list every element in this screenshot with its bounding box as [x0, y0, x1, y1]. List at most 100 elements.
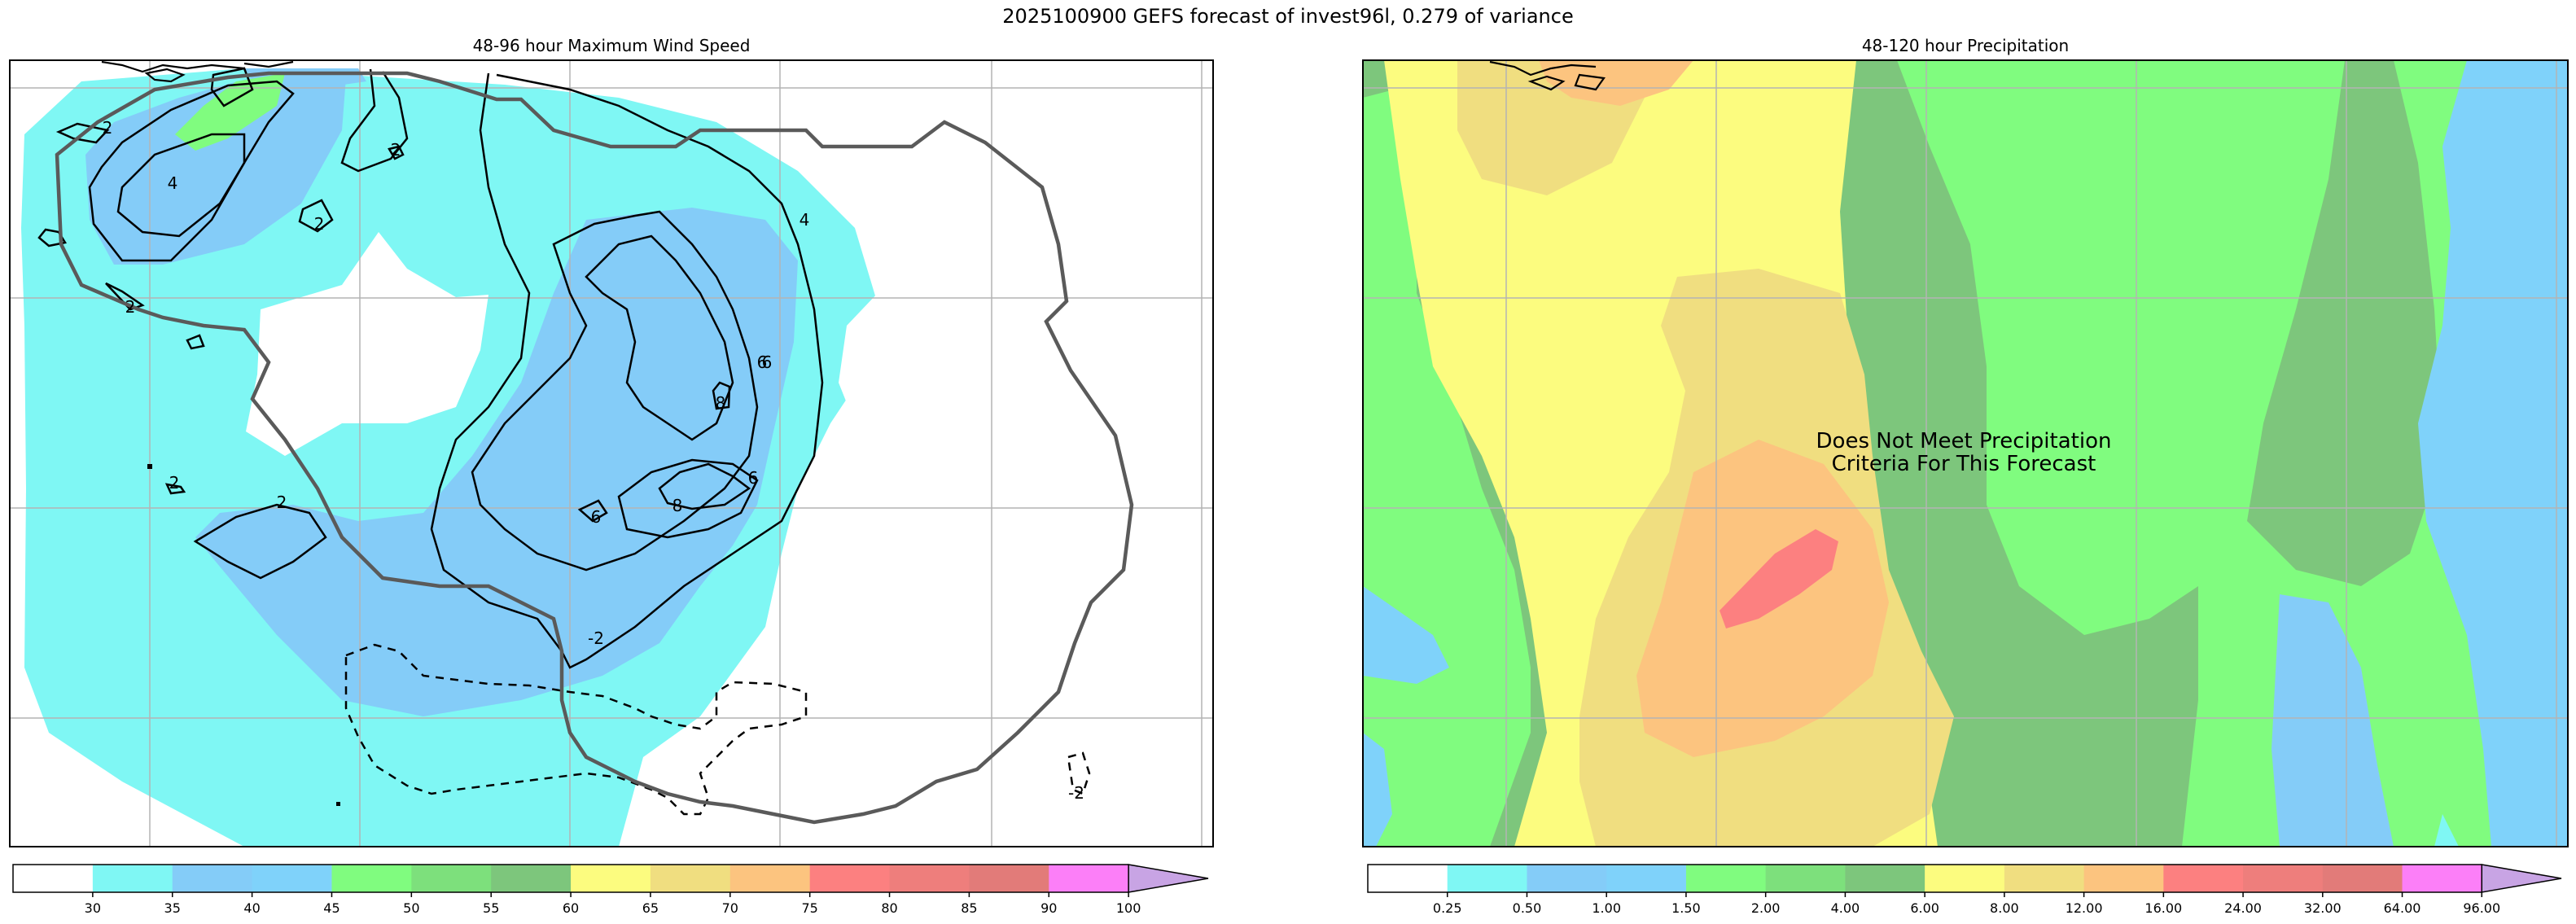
wind-colorbar-segment	[13, 865, 94, 892]
wind-contour-label: 8	[716, 393, 726, 413]
wind-colorbar-tick-label: 70	[722, 900, 738, 916]
wind-colorbar-tick-label: 55	[483, 900, 499, 916]
precip-colorbar-tick-label: 2.00	[1751, 900, 1781, 916]
wind-colorbar-tick-label: 35	[164, 900, 181, 916]
contour-2-small-n	[210, 67, 254, 107]
precip-colorbar-segment	[1606, 865, 1687, 892]
wind-contour-label: 6	[591, 507, 602, 527]
wind-contour-label: 6	[748, 468, 759, 488]
contour-2-east-small	[388, 145, 405, 160]
contour-2-blob-f	[164, 483, 186, 495]
wind-line-contours	[37, 67, 824, 669]
precip-colorbar-tick-label: 4.00	[1831, 900, 1860, 916]
contour-4-nw	[116, 133, 246, 238]
wind-colorbar-segment	[969, 865, 1049, 892]
precip-colorbar-segment	[2402, 865, 2482, 892]
coastline-left	[101, 60, 294, 83]
wind-hole-west	[246, 232, 488, 456]
precip-annotation-line1: Does Not Meet Precipitation	[1816, 429, 2112, 453]
precip-colorbar-segment	[2243, 865, 2324, 892]
wind-contour-label: 2	[125, 297, 136, 317]
contour-6-b	[577, 499, 608, 523]
precip-colorbar-tick-label: 24.00	[2224, 900, 2262, 916]
wind-contour-label: 2	[391, 140, 401, 160]
wind-colorbar-segment	[411, 865, 492, 892]
precip-colorbar-tick-label: 16.00	[2144, 900, 2182, 916]
left-panel-frame	[9, 59, 1214, 847]
precip-colorbar-tick-label: 1.50	[1671, 900, 1701, 916]
precip-colorbar-segment	[1925, 865, 2005, 892]
wind-contour-label: 2	[169, 473, 180, 493]
precip-colorbar-tick-label: 0.50	[1513, 900, 1542, 916]
precip-fill-16-24	[1720, 529, 1838, 628]
right-panel-title: 48-120 hour Precipitation	[1861, 36, 2070, 55]
wind-contour-label: 4	[800, 210, 810, 230]
contour-6-c	[617, 458, 759, 539]
precip-colorbar-segment	[1685, 865, 1767, 892]
precip-colorbar-segment	[1447, 865, 1527, 892]
wind-speed-panel	[10, 60, 1213, 847]
precip-fill-1-1.5-sw	[1363, 733, 1392, 847]
precip-colorbar-tick-label: 64.00	[2384, 900, 2421, 916]
precip-fill-1-1.5-west	[1363, 586, 1449, 684]
wind-colorbar-tick-label: 50	[403, 900, 419, 916]
wind-colorbar: 30 35 40 45 50 55 60 65 70 75 80 85 90 100	[12, 864, 1209, 916]
wind-colorbar-tick-label: 75	[801, 900, 817, 916]
figure-suptitle: 2025100900 GEFS forecast of invest96l, 0…	[1002, 5, 1574, 28]
precip-fill-12-16-north	[1539, 60, 1693, 106]
wind-contour-label: -2	[1068, 783, 1084, 803]
wind-contour-label: 4	[168, 173, 178, 193]
precip-annotation-line2: Criteria For This Forecast	[1832, 452, 2096, 476]
precip-fill-0.25-0.5-east	[2434, 814, 2459, 847]
wind-dashed-contours	[344, 643, 1091, 816]
contour-2-blob-e	[186, 334, 205, 350]
precip-colorbar-segment	[1368, 865, 1448, 892]
contour-8-a	[712, 381, 731, 410]
precip-colorbar-extend-arrow	[2481, 864, 2562, 893]
wind-dot-1	[147, 464, 152, 469]
precip-colorbar-tick-label: 6.00	[1910, 900, 1939, 916]
precip-colorbar-segment	[1845, 865, 1925, 892]
contour-neg2-south	[344, 643, 808, 816]
contour-2-big	[430, 72, 824, 669]
contour-2-blob-d	[37, 228, 68, 247]
precip-colorbar-segment	[2322, 865, 2403, 892]
wind-colorbar-tick-label: 60	[563, 900, 579, 916]
wind-colorbar-segment	[571, 865, 651, 892]
contour-4-central	[471, 210, 759, 571]
precip-fill-1-1.5-east	[2418, 60, 2568, 847]
wind-colorbar-segment	[809, 865, 891, 892]
coastline-right	[1489, 60, 1606, 91]
precip-colorbar-tick-label: 96.00	[2463, 900, 2500, 916]
wind-hole-east	[839, 293, 887, 423]
wind-contour-label: 2	[314, 214, 325, 234]
wind-contour-label: 2	[277, 493, 287, 512]
wind-colorbar-tick-label: 100	[1116, 900, 1141, 916]
wind-colorbar-segment	[650, 865, 731, 892]
precip-colorbar-segment	[1765, 865, 1846, 892]
wind-contour-label: 6	[757, 353, 768, 372]
precip-fill-0.5-1-east	[2272, 594, 2394, 847]
precip-colorbar: 0.25 0.50 1.00 1.50 2.00 4.00 6.00 8.00 12.00 16.…	[1367, 864, 2562, 916]
wind-colorbar-segment	[889, 865, 970, 892]
wind-colorbar-tick-label: 85	[961, 900, 977, 916]
wind-contour-label: -2	[588, 628, 604, 648]
precip-colorbar-tick-label: 8.00	[1990, 900, 2019, 916]
wind-colorbar-segment	[729, 865, 811, 892]
precip-fill-4-6-strip	[1840, 60, 2198, 847]
wind-colorbar-segment	[491, 865, 572, 892]
wind-colorbar-tick-label: 65	[642, 900, 659, 916]
basin-outline	[55, 71, 1134, 825]
contour-2-main	[340, 68, 409, 173]
contour-8-b	[658, 462, 751, 510]
left-panel-title: 48-96 hour Maximum Wind Speed	[472, 36, 751, 55]
wind-colorbar-segment	[172, 865, 253, 892]
wind-contour-label: 6	[762, 353, 773, 372]
precip-colorbar-segment	[2004, 865, 2085, 892]
precip-colorbar-tick-label: 0.25	[1433, 900, 1462, 916]
wind-colorbar-extend-arrow	[1128, 864, 1209, 893]
contour-2-blob-b	[298, 199, 334, 233]
contour-2-nw	[88, 80, 295, 262]
wind-colorbar-tick-label: 90	[1040, 900, 1057, 916]
contour-2-blob-a	[55, 122, 110, 144]
